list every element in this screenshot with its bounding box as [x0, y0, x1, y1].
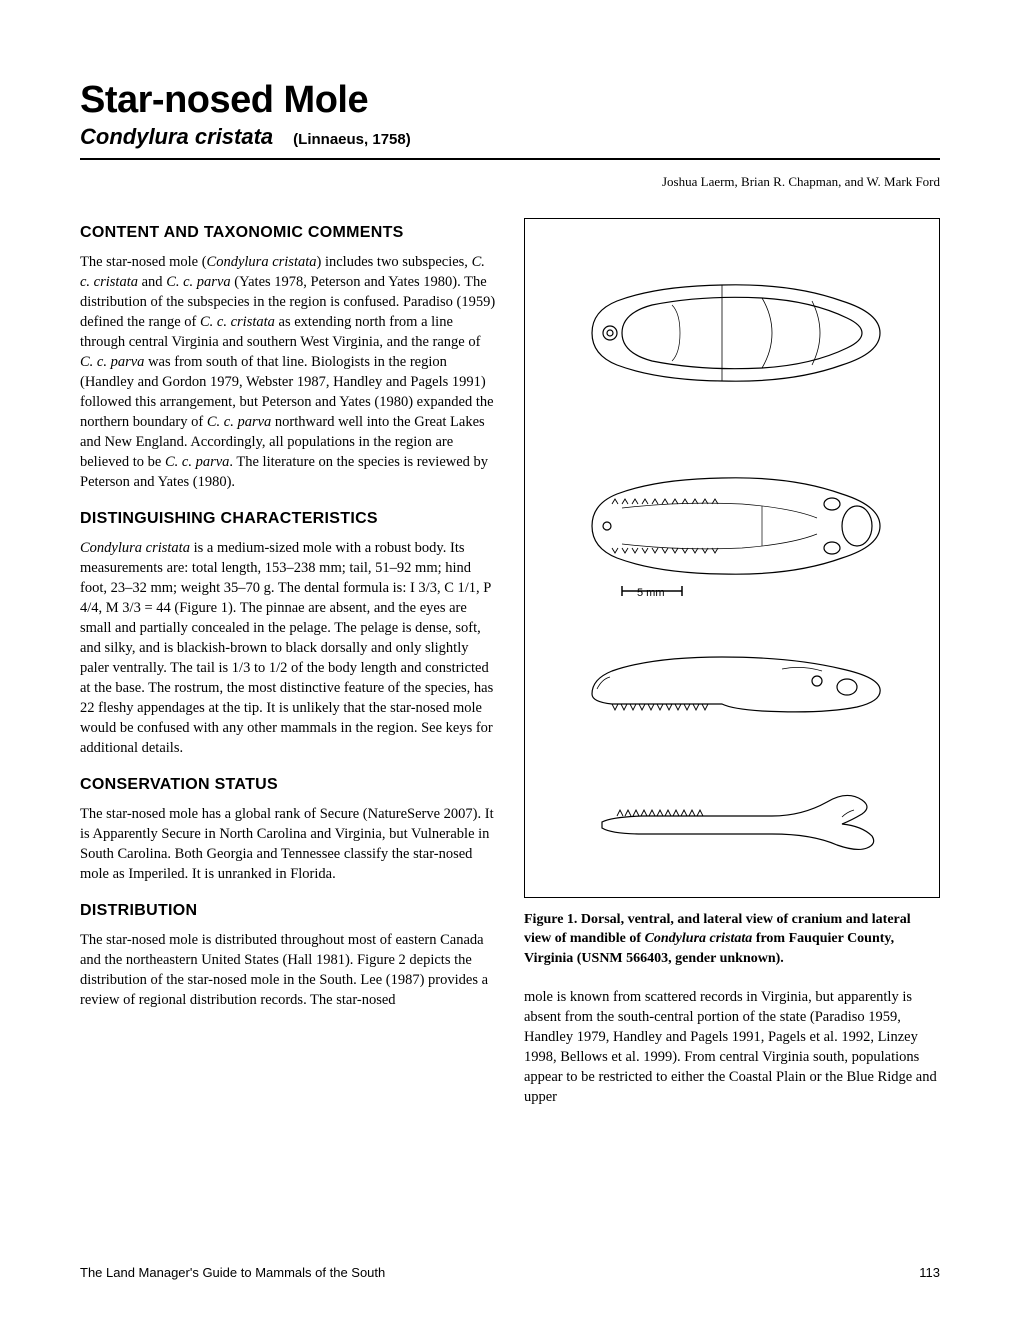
- two-column-layout: CONTENT AND TAXONOMIC COMMENTS The star-…: [80, 218, 940, 1125]
- figure-1-caption: Figure 1. Dorsal, ventral, and lateral v…: [524, 910, 940, 969]
- page-footer: The Land Manager's Guide to Mammals of t…: [80, 1265, 940, 1280]
- text: and: [138, 274, 166, 290]
- sci-term: C. c. parva: [207, 414, 271, 430]
- scientific-name-line: Condylura cristata (Linnaeus, 1758): [80, 124, 940, 150]
- section-heading-distribution: DISTRIBUTION: [80, 902, 496, 920]
- title-block: Star-nosed Mole Condylura cristata (Linn…: [80, 80, 940, 150]
- skull-ventral-icon: 5 mm: [562, 446, 902, 606]
- right-column: 5 mm: [524, 218, 940, 1125]
- figure-1-box: 5 mm: [524, 218, 940, 898]
- scientific-name: Condylura cristata: [80, 124, 273, 150]
- authors: Joshua Laerm, Brian R. Chapman, and W. M…: [80, 174, 940, 190]
- text: ) includes two subspecies,: [317, 254, 472, 270]
- distribution-paragraph-left: The star-nosed mole is distributed throu…: [80, 930, 496, 1010]
- text: is a medium-sized mole with a robust bod…: [80, 540, 493, 756]
- scale-label: 5 mm: [637, 587, 665, 599]
- authority: (Linnaeus, 1758): [293, 131, 411, 148]
- sci-term: Condylura cristata: [80, 540, 190, 556]
- sci-term: C. c. cristata: [200, 314, 275, 330]
- section-heading-taxonomy: CONTENT AND TAXONOMIC COMMENTS: [80, 224, 496, 242]
- skull-dorsal-icon: [562, 253, 902, 413]
- book-title: The Land Manager's Guide to Mammals of t…: [80, 1265, 385, 1280]
- section-heading-distinguishing: DISTINGUISHING CHARACTERISTICS: [80, 510, 496, 528]
- text: The star-nosed mole (: [80, 254, 207, 270]
- title-rule: [80, 158, 940, 160]
- conservation-paragraph: The star-nosed mole has a global rank of…: [80, 804, 496, 884]
- mandible-lateral-icon: [562, 772, 902, 862]
- sci-term: Condylura cristata: [207, 254, 317, 270]
- sci-term: C. c. parva: [80, 354, 144, 370]
- skull-lateral-icon: [562, 639, 902, 739]
- common-name: Star-nosed Mole: [80, 80, 940, 122]
- left-column: CONTENT AND TAXONOMIC COMMENTS The star-…: [80, 218, 496, 1125]
- taxonomy-paragraph: The star-nosed mole (Condylura cristata)…: [80, 252, 496, 492]
- page-number: 113: [919, 1265, 940, 1280]
- section-heading-conservation: CONSERVATION STATUS: [80, 776, 496, 794]
- sci-term: Condylura cristata: [645, 931, 753, 946]
- sci-term: C. c. parva: [166, 274, 230, 290]
- distribution-paragraph-right: mole is known from scattered records in …: [524, 987, 940, 1107]
- distinguishing-paragraph: Condylura cristata is a medium-sized mol…: [80, 538, 496, 758]
- sci-term: C. c. parva: [165, 454, 229, 470]
